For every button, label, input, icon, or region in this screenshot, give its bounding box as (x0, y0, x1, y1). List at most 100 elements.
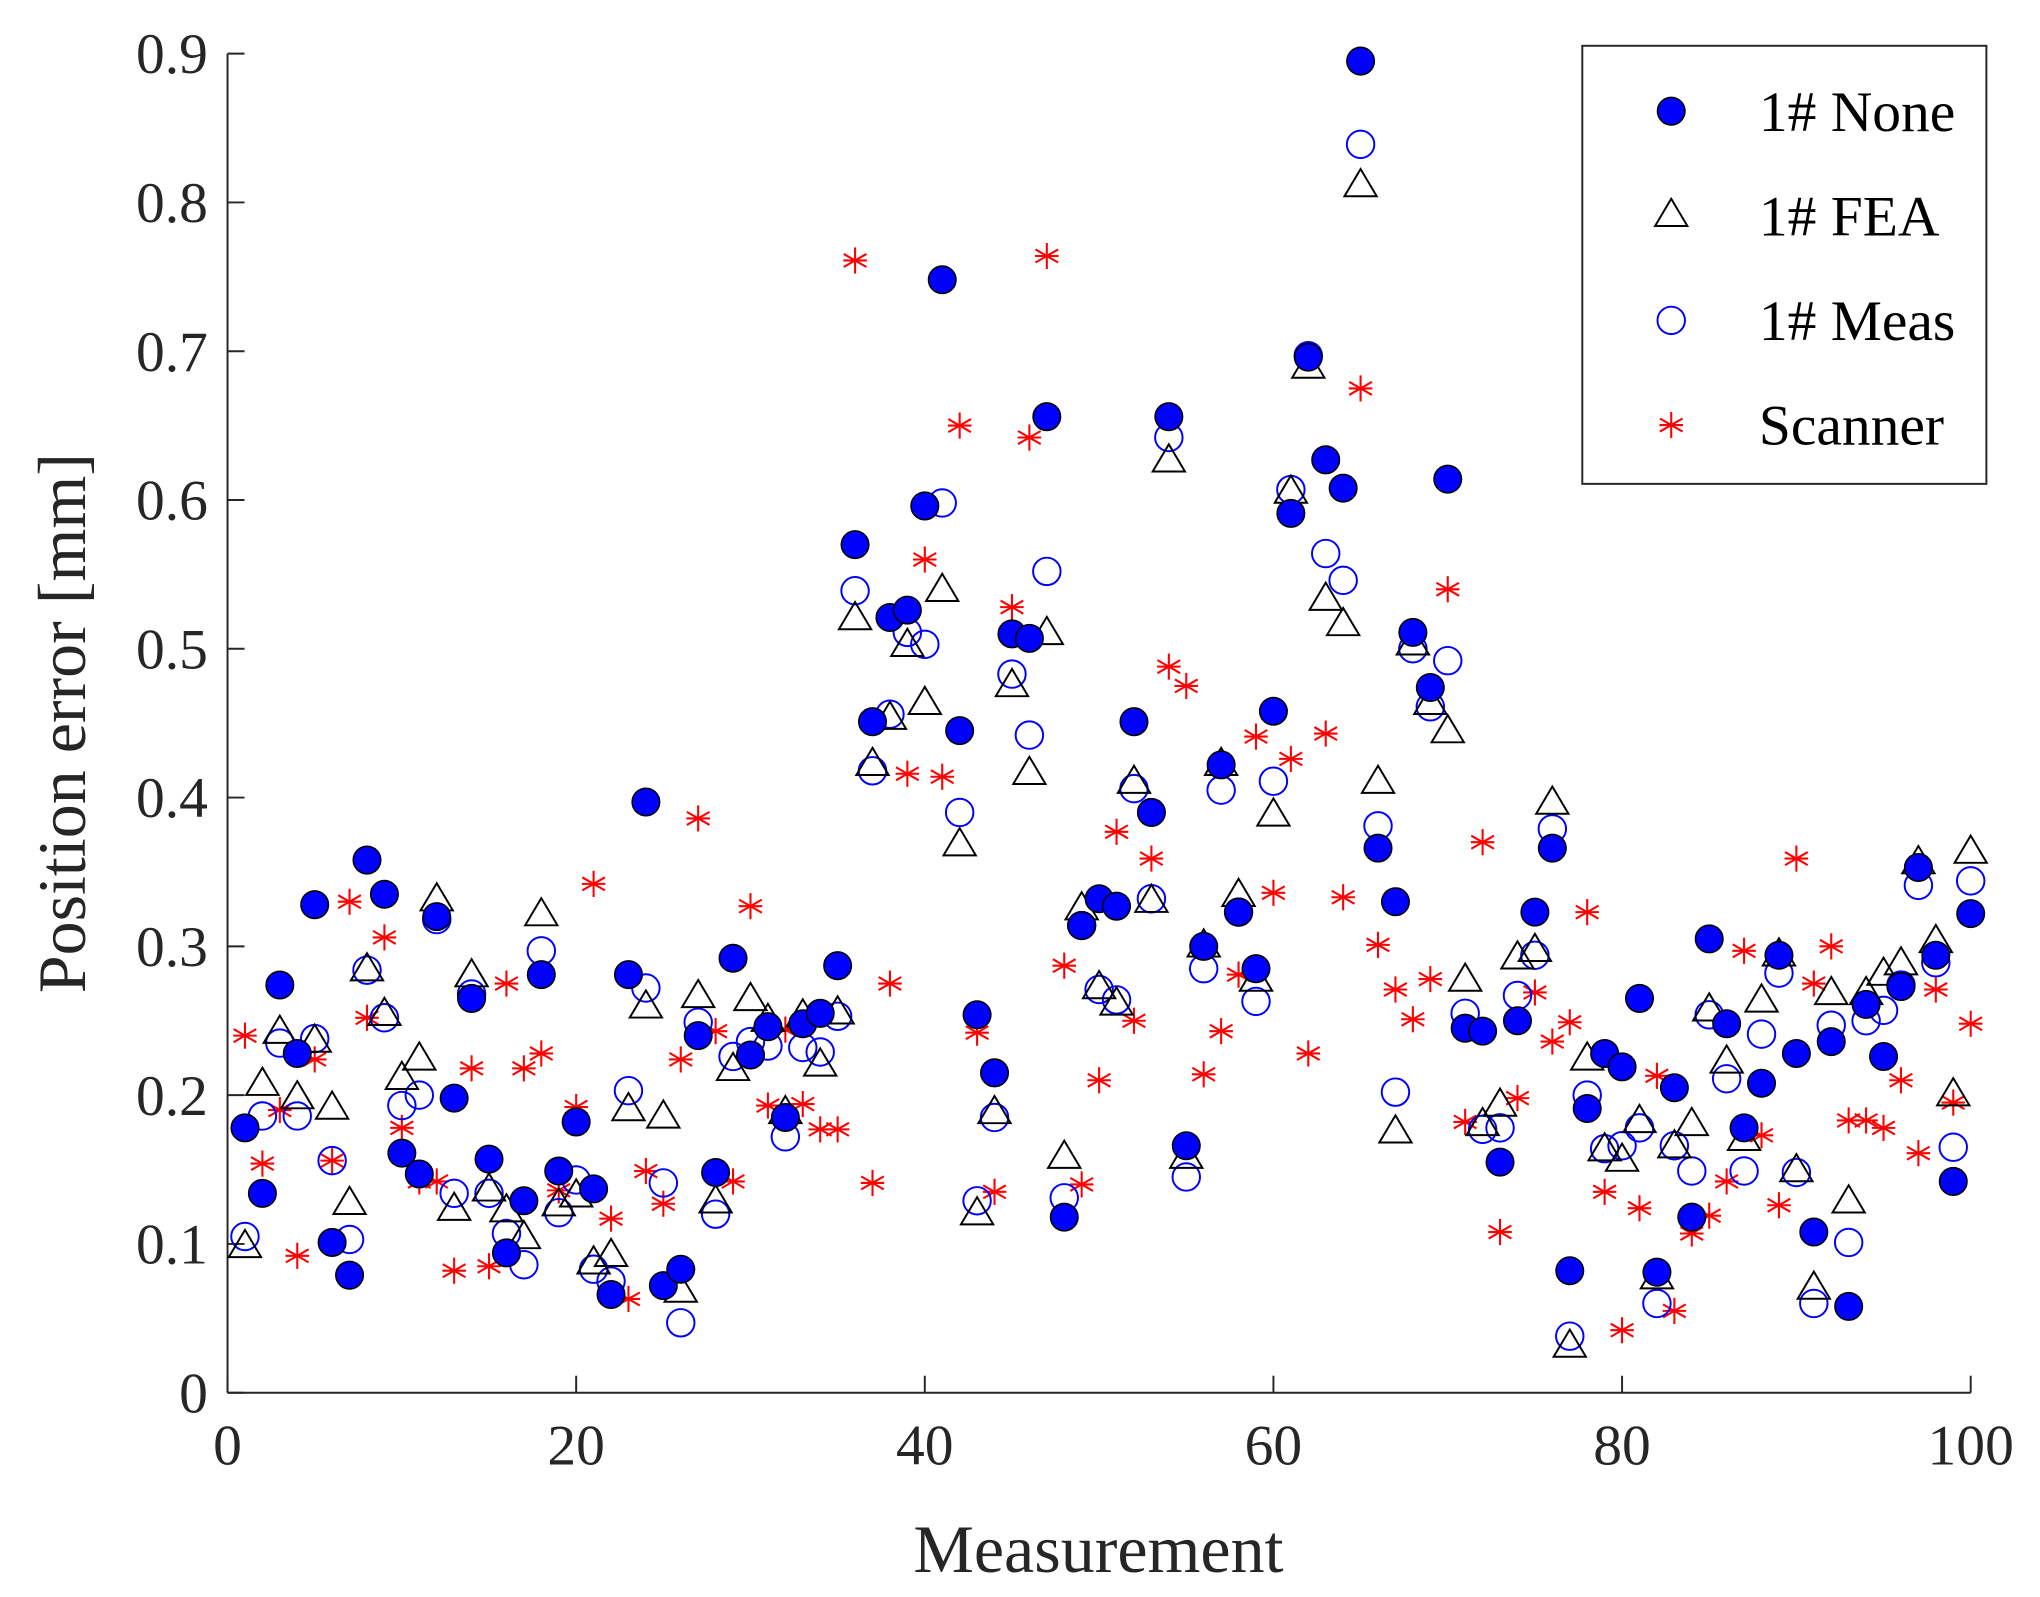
data-point (1433, 645, 1463, 676)
data-point (1781, 1038, 1811, 1068)
data-point (1746, 1019, 1777, 1049)
data-point (1011, 754, 1048, 785)
data-point (683, 1021, 713, 1051)
data-point (1624, 983, 1655, 1013)
data-point (941, 826, 978, 857)
data-point (282, 1038, 312, 1068)
legend-marker (1656, 96, 1686, 126)
data-point (1586, 1131, 1623, 1162)
data-point (1799, 1217, 1829, 1247)
data-point (349, 951, 385, 982)
data-point (1799, 1288, 1829, 1319)
data-point (1171, 1162, 1201, 1192)
data-point (959, 1195, 995, 1226)
data-point (1869, 1041, 1899, 1071)
data-point (860, 1169, 885, 1197)
data-point (459, 1055, 484, 1082)
y-tick-label: 0.6 (136, 470, 208, 533)
data-point (735, 1040, 766, 1070)
data-point (1711, 1064, 1742, 1094)
y-tick-label: 0.1 (136, 1214, 208, 1277)
data-point (1677, 1156, 1707, 1186)
data-point (1551, 1327, 1588, 1358)
data-point (512, 1055, 536, 1082)
data-point (526, 960, 556, 990)
data-point (628, 988, 664, 1019)
data-point (1642, 1257, 1672, 1287)
data-point (1938, 1132, 1968, 1162)
data-point (247, 1178, 277, 1208)
data-point (506, 1219, 542, 1250)
data-point (1834, 1291, 1864, 1321)
data-point (366, 995, 403, 1026)
data-point (1659, 1073, 1689, 1103)
data-point (823, 951, 853, 981)
data-point (1830, 1183, 1867, 1214)
data-point (1206, 750, 1236, 780)
data-point (387, 1138, 417, 1168)
data-point (581, 870, 606, 897)
legend-label: 1# None (1759, 81, 1955, 144)
data-point (1328, 473, 1358, 503)
data-point (994, 667, 1030, 698)
data-point (540, 1186, 577, 1217)
data-point (1534, 784, 1571, 815)
data-point (1505, 1085, 1530, 1112)
data-point (1575, 899, 1600, 926)
data-point (1241, 954, 1271, 984)
data-point (1435, 576, 1460, 603)
data-point (1621, 1103, 1658, 1134)
data-point (1813, 975, 1850, 1006)
data-point (976, 1094, 1013, 1125)
data-point (1607, 1052, 1637, 1082)
data-point (1258, 696, 1288, 726)
data-point (1712, 1009, 1742, 1039)
data-point (1889, 1067, 1913, 1094)
data-point (805, 1037, 835, 1067)
data-point (404, 1159, 434, 1189)
data-point (387, 1090, 417, 1121)
data-point (404, 1080, 434, 1110)
series-scanner (233, 242, 1983, 1344)
data-point (436, 1190, 473, 1221)
data-point (474, 1144, 504, 1174)
data-point (906, 684, 943, 716)
y-tick-label: 0.3 (136, 916, 208, 979)
data-point (233, 1022, 257, 1049)
data-point (825, 1116, 850, 1143)
data-point (892, 595, 922, 625)
data-point (1502, 980, 1533, 1011)
legend-label: 1# Meas (1759, 290, 1955, 353)
data-point (1488, 1218, 1512, 1246)
data-point (1482, 1086, 1518, 1117)
data-point (317, 1145, 347, 1176)
data-point (1673, 1105, 1710, 1137)
data-point (1921, 940, 1951, 970)
data-point (593, 1236, 629, 1268)
data-point (1865, 955, 1902, 986)
data-point (1102, 891, 1132, 921)
data-point (1604, 1141, 1640, 1172)
data-point (261, 1013, 298, 1044)
data-point (1691, 991, 1728, 1022)
y-tick-label: 0.2 (136, 1065, 208, 1128)
data-point (1261, 879, 1286, 906)
data-point (1447, 961, 1484, 992)
data-point (1377, 1113, 1414, 1144)
data-point (1732, 937, 1756, 964)
data-point (1224, 897, 1254, 927)
data-point (1313, 720, 1338, 747)
y-tick-label: 0 (179, 1362, 208, 1425)
data-point (453, 957, 490, 988)
data-point (962, 1000, 992, 1030)
data-point (1851, 989, 1881, 1019)
data-point (753, 1012, 783, 1042)
data-point (924, 571, 961, 602)
data-point (1084, 974, 1114, 1005)
y-tick-label: 0.4 (136, 767, 208, 830)
data-point (1415, 672, 1445, 702)
data-point (1468, 1016, 1498, 1046)
data-point (1819, 933, 1844, 960)
data-point (1656, 1128, 1693, 1159)
data-point (1342, 167, 1379, 198)
